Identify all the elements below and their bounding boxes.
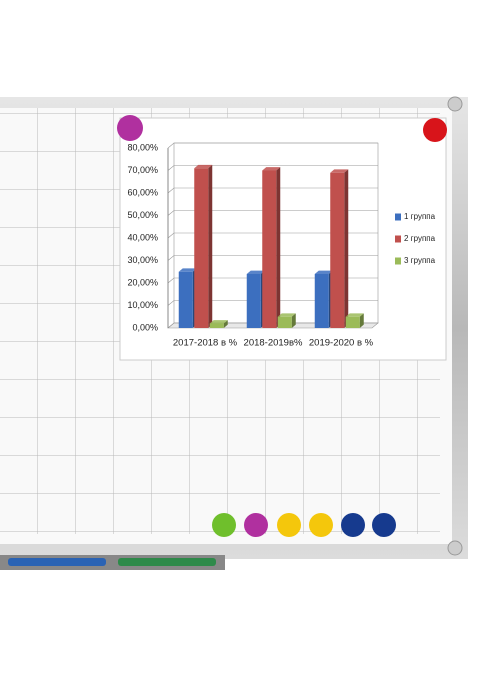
legend-swatch [395,257,401,265]
bar-top [345,313,364,317]
x-tick-label: 2017-2018 в % [173,338,238,349]
magnet [309,513,333,537]
y-tick-label: 50,00% [127,210,158,220]
y-tick-label: 40,00% [127,232,158,242]
grid-line [167,165,378,171]
x-tick-label: 2018-2019в% [244,338,303,349]
bar-top [209,320,228,324]
legend-label: 3 группа [404,256,436,265]
grid-line [167,277,378,284]
bar-side [276,167,281,328]
grid-line [167,187,378,194]
y-tick-label: 20,00% [127,277,158,287]
bar-top [262,167,281,171]
bar [345,313,364,328]
y-tick-label: 70,00% [127,165,158,175]
grid-line [167,142,378,149]
bar [209,320,228,328]
y-tick-label: 10,00% [127,300,158,310]
bar-top [330,169,349,173]
corner [447,540,463,556]
bar [314,270,333,328]
legend-label: 2 группа [404,234,436,243]
magnet [341,513,365,537]
bar-top [194,164,213,169]
bar-front [262,170,277,328]
bar [277,313,296,328]
chart: 0,00% 10,00% 20,00% 30,00% 40,00% 50,00% 60,00… [127,142,435,348]
bar [262,167,281,328]
marker [118,558,216,566]
magnet [372,513,396,537]
magnet [423,118,447,142]
grid-line [167,232,378,239]
y-tick-label: 60,00% [127,187,158,197]
y-tick-label: 0,00% [132,322,158,332]
corner [447,96,463,112]
legend-swatch [395,213,401,221]
bar-front [330,172,345,328]
bar-side [291,313,296,328]
marker [8,558,106,566]
bar-front [178,271,193,328]
magnet [212,513,236,537]
grid-line [167,210,378,216]
bar-top [277,313,296,317]
grid-line [167,300,378,306]
bar [246,270,265,328]
grid-line [167,322,378,329]
bar [178,268,197,328]
bar-top [178,268,197,272]
bar-front [246,274,261,328]
bar-side [223,320,228,328]
bar-front [277,316,292,328]
bar-front [314,274,329,328]
bar-side [359,313,364,328]
grid-line [167,255,378,261]
legend-label: 1 группа [404,212,436,221]
bar [194,164,213,328]
legend-swatch [395,235,401,243]
magnet [117,115,143,141]
bar-front [209,323,224,328]
bar [330,169,349,328]
bar-front [345,316,360,328]
y-tick-label: 80,00% [127,142,158,152]
bar-side [344,169,349,328]
x-tick-label: 2019-2020 в % [309,338,374,349]
magnet [244,513,268,537]
bar-side [208,164,213,328]
bar-top [314,270,333,274]
bar-front [194,168,209,328]
y-tick-label: 30,00% [127,255,158,265]
magnet [277,513,301,537]
bar-top [246,270,265,274]
